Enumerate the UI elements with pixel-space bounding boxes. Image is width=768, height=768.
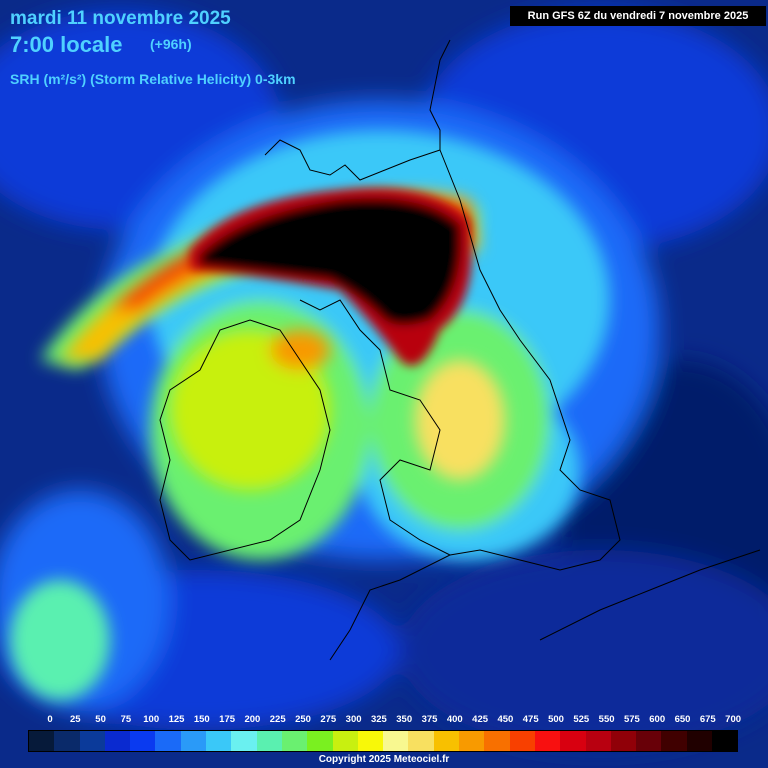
date-title: mardi 11 novembre 2025 — [10, 8, 231, 29]
run-info: Run GFS 6Z du vendredi 7 novembre 2025 — [510, 6, 766, 26]
scale-label: 125 — [168, 714, 185, 725]
scale-swatch — [155, 731, 181, 751]
scale-label: 550 — [598, 714, 615, 725]
scale-label: 375 — [421, 714, 438, 725]
scale-swatch — [408, 731, 434, 751]
continent-coast — [539, 549, 761, 641]
scale-label: 650 — [674, 714, 691, 725]
scale-swatch — [357, 731, 384, 751]
scale-label: 150 — [193, 714, 210, 725]
scotland-coast — [264, 39, 451, 181]
scale-label: 475 — [522, 714, 539, 725]
scale-swatch — [433, 731, 460, 751]
srh-field-max — [190, 188, 472, 366]
ireland-coast — [159, 319, 331, 561]
scale-label: 425 — [472, 714, 489, 725]
scale-swatch — [636, 731, 662, 751]
scale-label: 525 — [573, 714, 590, 725]
scale-swatch — [130, 731, 156, 751]
copyright: Copyright 2025 Meteociel.fr — [318, 754, 450, 765]
scale-label: 600 — [649, 714, 666, 725]
scale-bar — [28, 730, 739, 752]
parameter-title: SRH (m²/s²) (Storm Relative Helicity) 0-… — [10, 71, 296, 87]
scale-label: 25 — [70, 714, 81, 725]
scale-swatch — [231, 731, 257, 751]
scale-label: 50 — [95, 714, 106, 725]
scale-swatch — [180, 731, 207, 751]
scale-swatch — [712, 731, 738, 751]
scale-swatch — [661, 731, 687, 751]
scale-label: 200 — [244, 714, 261, 725]
scale-label: 675 — [699, 714, 716, 725]
scale-swatch — [383, 731, 409, 751]
scale-swatch — [332, 731, 358, 751]
scale-label: 250 — [295, 714, 311, 725]
west-britain-coast — [299, 299, 452, 661]
scale-label: 275 — [320, 714, 337, 725]
scale-label: 500 — [548, 714, 564, 725]
coastlines — [159, 39, 761, 661]
forecast-hour: (+96h) — [150, 36, 192, 52]
scale-label: 700 — [725, 714, 742, 725]
scale-label: 350 — [396, 714, 413, 725]
scale-swatch — [686, 731, 713, 751]
scale-label: 75 — [120, 714, 132, 725]
scale-label: 100 — [143, 714, 160, 725]
scale-swatch — [509, 731, 535, 751]
scale-label: 225 — [269, 714, 286, 725]
scale-swatch — [281, 731, 308, 751]
scale-swatch — [54, 731, 80, 751]
east-england-coast — [439, 149, 621, 571]
color-scale: 0 25 50 75 100 125 150 175 200 225 250 275 300 325 350… — [28, 714, 742, 752]
scale-swatch — [560, 731, 586, 751]
scale-swatch — [79, 731, 105, 751]
scale-swatch — [256, 731, 282, 751]
time-title: 7:00 locale — [10, 32, 123, 57]
scale-swatch — [206, 731, 232, 751]
scale-label: 400 — [446, 714, 463, 725]
scale-label: 300 — [345, 714, 362, 725]
scale-swatch — [307, 731, 333, 751]
scale-swatch — [459, 731, 485, 751]
scale-label: 450 — [497, 714, 514, 725]
scale-swatch — [610, 731, 637, 751]
scale-swatch — [29, 731, 55, 751]
scale-label: 325 — [370, 714, 387, 725]
scale-swatch — [484, 731, 510, 751]
scale-label: 0 — [47, 714, 53, 725]
scale-swatch — [104, 731, 131, 751]
scale-label: 175 — [219, 714, 236, 725]
scale-swatch — [534, 731, 561, 751]
scale-swatch — [585, 731, 611, 751]
scale-label: 575 — [623, 714, 640, 725]
scale-labels: 0 25 50 75 100 125 150 175 200 225 250 275 300 325 350… — [28, 714, 742, 726]
